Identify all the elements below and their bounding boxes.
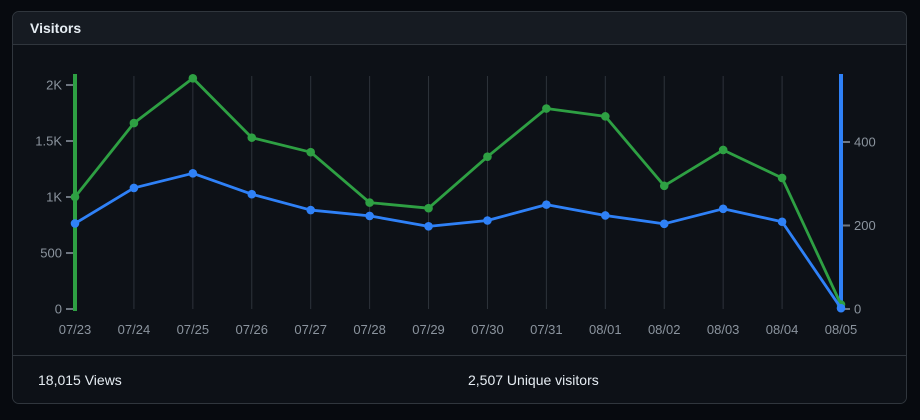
x-axis-label: 08/04 <box>766 322 799 337</box>
unique-visitors-point[interactable] <box>542 200 551 209</box>
views-point[interactable] <box>247 133 257 142</box>
right-axis-label: 200 <box>854 218 876 233</box>
unique-visitors-point[interactable] <box>601 211 610 220</box>
card-footer: 18,015 Views 2,507 Unique visitors <box>13 355 906 403</box>
right-axis-label: 0 <box>854 302 861 317</box>
x-axis-label: 07/30 <box>471 322 504 337</box>
unique-visitors-point[interactable] <box>424 222 433 231</box>
views-point[interactable] <box>659 181 669 191</box>
unique-visitors-total: 2,507 Unique visitors <box>468 372 599 388</box>
views-point[interactable] <box>777 173 787 183</box>
unique-visitors-point[interactable] <box>777 217 787 227</box>
views-point[interactable] <box>70 192 80 202</box>
unique-visitors-point[interactable] <box>188 169 198 178</box>
x-axis-label: 07/24 <box>118 322 151 337</box>
x-axis-label: 07/27 <box>294 322 327 337</box>
x-axis-label: 07/23 <box>59 322 92 337</box>
views-point[interactable] <box>306 147 315 157</box>
x-axis-label: 07/26 <box>235 322 268 337</box>
left-axis-label: 2K <box>46 78 62 93</box>
views-point[interactable] <box>601 112 610 121</box>
x-axis-label: 08/02 <box>648 322 681 337</box>
left-axis-label: 1.5K <box>35 134 62 149</box>
card-title: Visitors <box>30 20 82 36</box>
views-point[interactable] <box>718 145 728 155</box>
views-point[interactable] <box>542 104 551 113</box>
views-point[interactable] <box>365 198 374 207</box>
unique-visitors-point[interactable] <box>836 303 846 313</box>
unique-visitors-point[interactable] <box>306 205 315 215</box>
unique-visitors-point[interactable] <box>129 183 139 193</box>
views-point[interactable] <box>483 152 492 161</box>
left-axis-label: 500 <box>40 246 62 261</box>
visitors-card: Visitors 0 500 1K 1.5K 2K 0 200 400 07/23 07/24 07… <box>12 11 907 404</box>
left-axis-label: 0 <box>55 302 62 317</box>
unique-visitors-point[interactable] <box>70 219 80 228</box>
traffic-chart: 0 500 1K 1.5K 2K 0 200 400 07/23 07/24 07/25 07/26 0… <box>13 45 906 355</box>
x-axis-label: 07/25 <box>177 322 210 337</box>
x-axis-label: 08/05 <box>825 322 858 337</box>
unique-visitors-point[interactable] <box>247 189 257 199</box>
unique-visitors-line <box>73 171 843 310</box>
views-point[interactable] <box>424 203 433 213</box>
card-header: Visitors <box>13 12 906 45</box>
views-point[interactable] <box>188 73 198 83</box>
x-axis-label: 08/03 <box>707 322 740 337</box>
traffic-chart-svg: 0 500 1K 1.5K 2K 0 200 400 07/23 07/24 07/25 07/26 0… <box>35 73 876 337</box>
right-axis-label: 400 <box>854 135 876 150</box>
x-axis-label: 08/01 <box>589 322 622 337</box>
views-total: 18,015 Views <box>38 372 122 388</box>
unique-visitors-point[interactable] <box>659 219 669 229</box>
views-line <box>73 76 843 306</box>
x-axis-label: 07/28 <box>353 322 386 337</box>
x-axis-label: 07/31 <box>530 322 563 337</box>
unique-visitors-point[interactable] <box>718 204 728 214</box>
unique-visitors-point[interactable] <box>483 216 492 225</box>
views-point[interactable] <box>129 118 139 128</box>
left-axis-label: 1K <box>46 190 62 205</box>
unique-visitors-point[interactable] <box>365 211 374 221</box>
x-axis-label: 07/29 <box>412 322 445 337</box>
